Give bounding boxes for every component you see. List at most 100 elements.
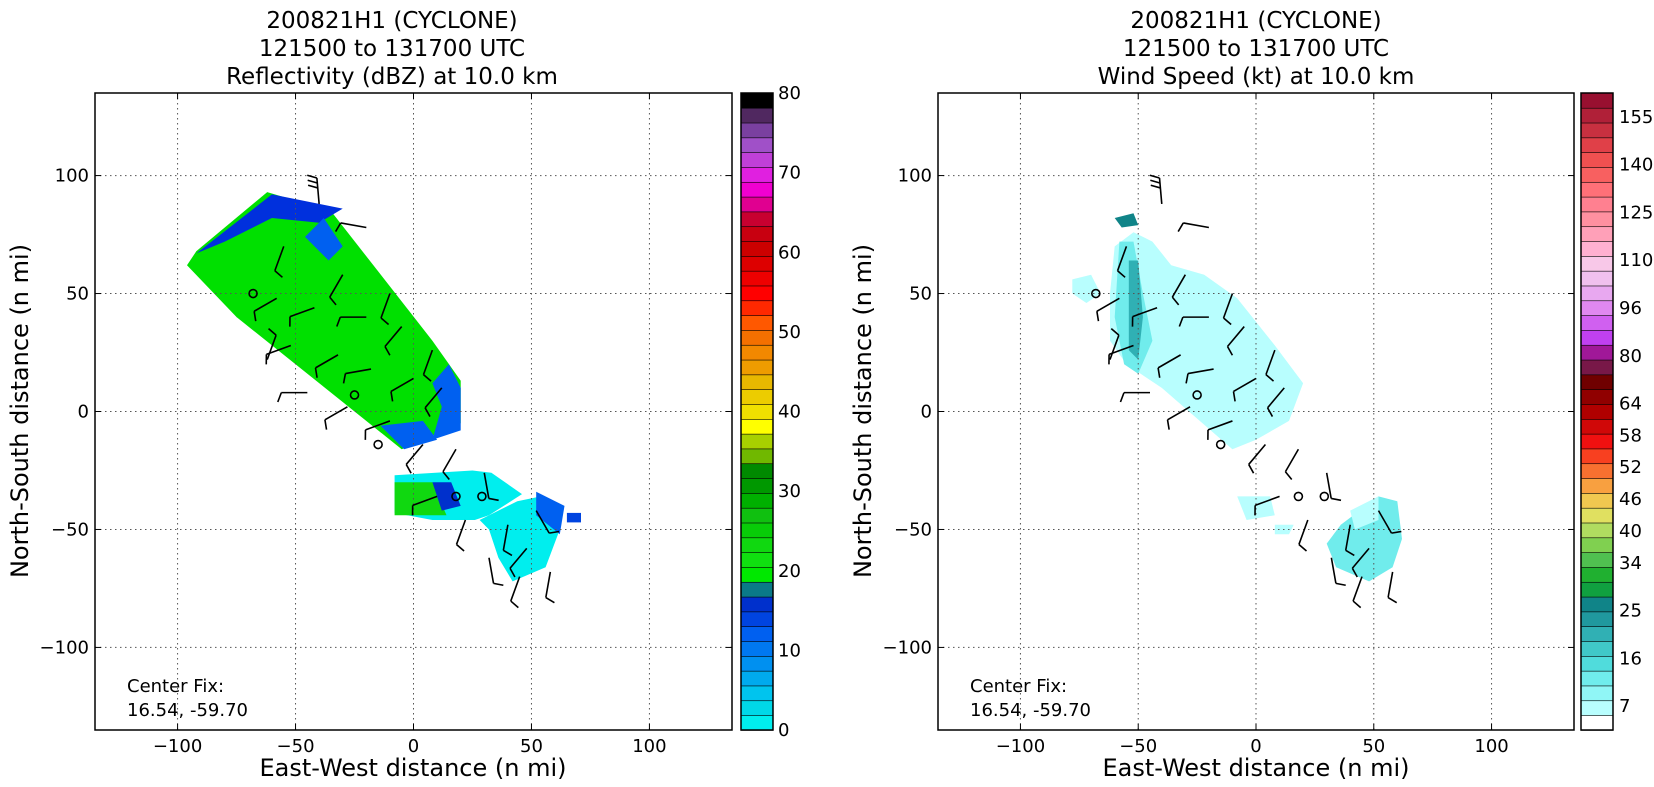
right-wind-barb bbox=[1352, 576, 1363, 609]
right-wind-barb bbox=[1207, 420, 1233, 440]
right-colorbar-tick-label: 46 bbox=[1619, 489, 1642, 510]
left-colorbar-segment bbox=[740, 255, 774, 272]
left-colorbar-segment bbox=[740, 596, 774, 613]
left-wind-barb bbox=[380, 293, 391, 326]
left-reflectivity-field bbox=[187, 192, 581, 582]
left-field-region bbox=[394, 482, 447, 516]
right-colorbar-segment bbox=[1580, 522, 1614, 539]
left-colorbar-segment bbox=[740, 625, 774, 642]
left-wind-barb bbox=[483, 472, 499, 502]
right-colorbar-segment bbox=[1580, 714, 1614, 731]
left-wind-barb bbox=[509, 547, 528, 578]
left-wind-barb bbox=[324, 406, 348, 430]
right-colorbar-segment bbox=[1580, 107, 1614, 124]
right-colorbar-segment bbox=[1580, 329, 1614, 346]
left-x-tick-label: 0 bbox=[408, 736, 419, 757]
right-colorbar-segment bbox=[1580, 477, 1614, 494]
right-wind-barb bbox=[1178, 316, 1209, 327]
right-wind-barb bbox=[1248, 444, 1267, 474]
right-colorbar-tick-label: 110 bbox=[1619, 250, 1653, 271]
left-field-region bbox=[187, 192, 461, 450]
right-colorbar-segment bbox=[1580, 492, 1614, 509]
left-y-axis-label: North-South distance (n mi) bbox=[6, 244, 34, 578]
right-title-line-3: Wind Speed (kt) at 10.0 km bbox=[1098, 64, 1415, 90]
right-wind-barb bbox=[1185, 368, 1214, 384]
left-wind-barb bbox=[274, 246, 285, 278]
left-colorbar-tick-label: 10 bbox=[778, 640, 801, 661]
left-colorbar-segment bbox=[740, 329, 774, 346]
left-wind-barb bbox=[455, 519, 467, 552]
right-field-region bbox=[1110, 232, 1304, 450]
left-wind-barb bbox=[488, 557, 504, 587]
right-x-axis-label: East-West distance (n mi) bbox=[1102, 754, 1409, 782]
left-colorbar-segment bbox=[740, 403, 774, 420]
left-colorbar-segment bbox=[740, 640, 774, 657]
left-y-ticks: −100 −50 0 50 100 bbox=[40, 166, 732, 658]
right-wind-barb bbox=[1325, 472, 1342, 502]
right-center-fix-label: Center Fix: bbox=[970, 676, 1067, 697]
right-wind-barb bbox=[1149, 174, 1163, 204]
left-title-line-1: 200821H1 (CYCLONE) bbox=[266, 8, 517, 34]
right-colorbar-segment bbox=[1580, 374, 1614, 390]
right-wind-barb bbox=[1284, 448, 1300, 481]
right-colorbar-segment bbox=[1580, 344, 1614, 361]
left-wind-barb bbox=[424, 387, 443, 417]
right-colorbar-segment bbox=[1580, 418, 1614, 435]
left-wind-barb bbox=[535, 510, 560, 534]
right-wind-barb bbox=[1330, 557, 1346, 587]
left-x-tick-label: 100 bbox=[632, 736, 666, 757]
left-center-circle bbox=[373, 439, 383, 450]
right-y-tick-label: 100 bbox=[898, 166, 932, 187]
right-wind-barb bbox=[1387, 571, 1398, 604]
left-center-fix-label: Center Fix: bbox=[127, 676, 224, 697]
right-colorbar-tick-label: 25 bbox=[1619, 601, 1642, 622]
right-wind-barb bbox=[1222, 293, 1234, 326]
left-field-region bbox=[432, 482, 461, 511]
right-title-line-2: 121500 to 131700 UTC bbox=[1123, 36, 1389, 62]
right-colorbar-tick-label: 52 bbox=[1619, 457, 1642, 478]
right-colorbar-segment bbox=[1580, 655, 1614, 672]
right-colorbar-tick-label: 125 bbox=[1619, 202, 1653, 223]
left-colorbar-segment bbox=[740, 522, 774, 539]
left-wind-barb bbox=[334, 222, 367, 232]
left-colorbar-segment bbox=[740, 433, 774, 450]
left-colorbar-segment bbox=[740, 137, 774, 153]
right-y-tick-label: 50 bbox=[909, 284, 932, 305]
right-colorbar-frame bbox=[1580, 92, 1614, 731]
left-colorbar-segment bbox=[740, 151, 774, 168]
left-colorbar-tick-label: 60 bbox=[778, 242, 801, 263]
right-colorbar-segment bbox=[1580, 388, 1614, 405]
right-y-ticks: −100 −50 0 50 100 bbox=[883, 166, 1574, 658]
left-colorbar-segment bbox=[740, 581, 774, 598]
right-colorbar-segment bbox=[1580, 611, 1614, 627]
left-wind-barb bbox=[277, 391, 308, 403]
left-field-region bbox=[305, 218, 343, 261]
right-colorbar-segment bbox=[1580, 670, 1614, 687]
left-colorbar-segment bbox=[740, 270, 774, 287]
left-field-region bbox=[196, 194, 343, 254]
left-colorbar-segment bbox=[740, 107, 774, 124]
right-colorbar-segment bbox=[1580, 507, 1614, 524]
left-colorbar-segment bbox=[740, 700, 774, 716]
left-colorbar-tick-label: 50 bbox=[778, 322, 801, 343]
left-colorbar: 0 10 20 30 40 50 60 70 80 bbox=[740, 83, 801, 741]
left-colorbar-segment bbox=[740, 166, 774, 183]
right-windspeed-field bbox=[1072, 213, 1402, 582]
right-colorbar-segment bbox=[1580, 700, 1614, 716]
right-colorbar-tick-label: 155 bbox=[1619, 107, 1653, 128]
left-colorbar-segment bbox=[740, 463, 774, 479]
right-colorbar-segment bbox=[1580, 151, 1614, 168]
left-wind-barb bbox=[502, 524, 513, 557]
left-colorbar-segment bbox=[740, 285, 774, 302]
right-wind-barb bbox=[1131, 306, 1158, 327]
right-colorbar-tick-label: 7 bbox=[1619, 696, 1630, 717]
right-colorbar-segment bbox=[1580, 537, 1614, 553]
left-y-tick-label: 0 bbox=[78, 402, 89, 423]
left-title-line-2: 121500 to 131700 UTC bbox=[259, 36, 525, 62]
left-colorbar-segment bbox=[740, 551, 774, 568]
right-x-tick-label: 50 bbox=[1362, 736, 1385, 757]
left-colorbar-segment bbox=[740, 300, 774, 316]
right-colorbar-segment bbox=[1580, 226, 1614, 242]
left-x-tick-label: −50 bbox=[277, 736, 315, 757]
left-wind-barb bbox=[545, 571, 555, 604]
